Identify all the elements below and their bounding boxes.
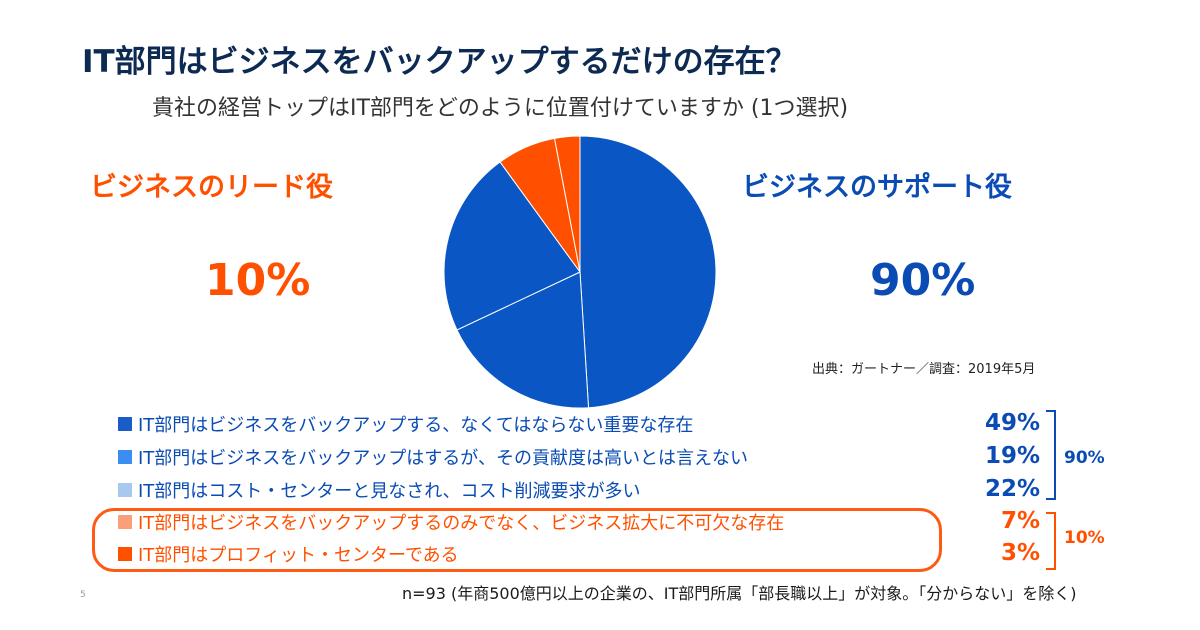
support-group-percent: 90% [1064,448,1105,468]
support-role-percent: 90% [870,255,976,306]
legend-swatch [118,515,132,529]
data-label: 3% [1000,540,1040,566]
legend-item: IT部門はコスト・センターと見なされ、コスト削減要求が多い [118,477,640,503]
legend-label: IT部門はコスト・センターと見なされ、コスト削減要求が多い [138,481,641,502]
page-title: IT部門はビジネスをバックアップするだけの存在？ [82,44,797,80]
legend-label: IT部門はビジネスをバックアップするのみでなく、ビジネス拡大に不可欠な存在 [138,513,785,534]
pie-slice [456,271,590,409]
legend-item: IT部門はビジネスをバックアップはするが、その貢献度は高いとは言えない [118,444,748,470]
legend-label: IT部門はビジネスをバックアップする、なくてはならない重要な存在 [138,415,694,436]
data-label: 19% [984,443,1040,469]
data-label: 7% [1000,508,1040,534]
support-group-bracket [1046,410,1056,500]
footnote: n=93 (年商500億円以上の企業の、IT部門所属「部長職以上」が対象。「分か… [402,584,1077,603]
legend-item: IT部門はプロフィット・センターである [118,541,459,567]
legend-label: IT部門はプロフィット・センターである [138,545,459,566]
pie-slice [579,135,717,409]
legend-swatch [118,547,132,561]
lead-role-percent: 10% [205,255,311,306]
legend-swatch [118,483,132,497]
subtitle: 貴社の経営トップはIT部門をどのように位置付けていますか (1つ選択) [152,96,849,121]
lead-role-label: ビジネスのリード役 [90,172,333,203]
lead-group-bracket [1046,512,1056,570]
data-label: 22% [984,476,1040,502]
legend-label: IT部門はビジネスをバックアップはするが、その貢献度は高いとは言えない [138,448,748,469]
pie-chart [443,135,717,409]
source-note: 出典：ガートナー／調査：2019年5月 [812,362,1036,377]
lead-highlight-frame [92,508,942,572]
legend-item: IT部門はビジネスをバックアップするのみでなく、ビジネス拡大に不可欠な存在 [118,509,784,535]
pie-slice [553,135,581,273]
data-label: 49% [984,410,1040,436]
page-number: 5 [80,590,86,600]
legend-swatch [118,417,132,431]
pie-slice [443,161,581,331]
lead-group-percent: 10% [1064,528,1105,548]
support-role-label: ビジネスのサポート役 [742,172,1012,203]
legend-item: IT部門はビジネスをバックアップする、なくてはならない重要な存在 [118,411,693,437]
legend-swatch [118,450,132,464]
